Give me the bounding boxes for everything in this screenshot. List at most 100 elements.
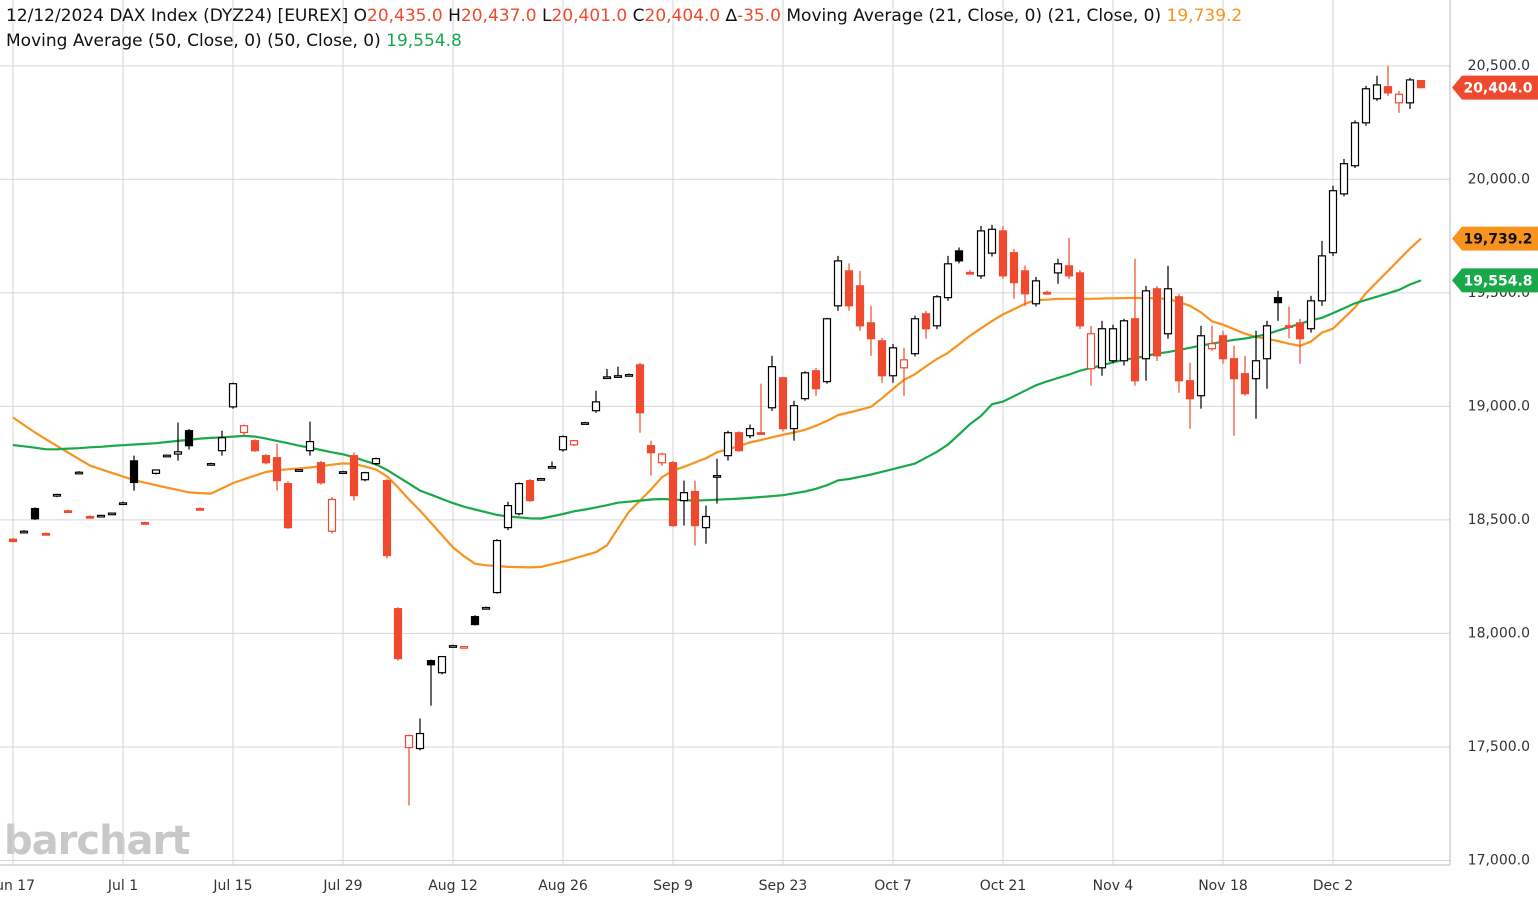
candle-body <box>162 454 172 458</box>
candle-body <box>712 475 722 478</box>
candle-body <box>547 465 557 469</box>
candle-body <box>525 480 535 502</box>
ma50-value: 19,554.8 <box>386 31 462 51</box>
candle-body <box>998 230 1008 277</box>
candle-body <box>811 370 821 390</box>
candle-body <box>360 472 370 481</box>
candle-body <box>679 492 689 502</box>
candle-body <box>1020 270 1030 295</box>
candle-body <box>1064 265 1074 277</box>
candle-body <box>217 437 227 452</box>
ma21-params: (21, Close, 0) <box>1047 6 1162 26</box>
y-tick-label: 18,000.0 <box>1468 625 1530 641</box>
candle-body <box>349 455 359 497</box>
x-tick-label: Sep 23 <box>759 878 808 894</box>
candle-body <box>107 512 117 516</box>
candle-body <box>1207 343 1217 350</box>
candle-body <box>239 425 249 434</box>
candle-body <box>954 250 964 262</box>
candle-body <box>1196 335 1206 397</box>
candle-body <box>668 462 678 527</box>
x-tick-label: Nov 18 <box>1198 878 1248 894</box>
candle-body <box>800 372 810 400</box>
candle-body <box>624 374 634 377</box>
candle-body <box>943 263 953 299</box>
candle-body <box>1086 333 1096 370</box>
candle-body <box>1141 290 1151 360</box>
candle-body <box>382 480 392 557</box>
candle-body <box>437 655 447 674</box>
candle-body <box>1284 325 1294 328</box>
x-tick-label: Jul 1 <box>107 878 138 894</box>
candle-body <box>173 451 183 455</box>
candle-body <box>459 645 469 649</box>
candle-body <box>756 432 766 435</box>
candle-body <box>19 530 29 534</box>
low-key: L <box>542 6 552 26</box>
candle-body <box>976 230 986 277</box>
high-key: H <box>448 6 461 26</box>
candle-body <box>910 318 920 355</box>
candle-body <box>1339 163 1349 195</box>
candle-body <box>63 510 73 514</box>
x-tick-label: Dec 2 <box>1313 878 1353 894</box>
candle-body <box>657 453 667 464</box>
close-value: 20,404.0 <box>644 6 721 26</box>
y-tick-label: 20,500.0 <box>1468 58 1530 74</box>
candle-body <box>52 493 62 497</box>
header-line-1: 12/12/2024 DAX Index (DYZ24) [EUREX] O20… <box>6 4 1242 29</box>
candle-body <box>1163 288 1173 335</box>
moving-average-line <box>12 237 1422 569</box>
candle-body <box>558 435 568 451</box>
candle-body <box>316 462 326 484</box>
x-tick-label: Aug 12 <box>428 878 478 894</box>
x-tick-label: Aug 26 <box>538 878 588 894</box>
candle-body <box>206 463 216 466</box>
candle-body <box>1152 288 1162 357</box>
candle-body <box>1130 318 1140 382</box>
candle-body <box>415 732 425 750</box>
x-tick-label: Jul 29 <box>322 878 362 894</box>
close-key: C <box>632 6 645 26</box>
candle-body <box>866 322 876 340</box>
candle-body <box>921 313 931 330</box>
candle-body <box>767 366 777 409</box>
candle-body <box>591 401 601 412</box>
y-tick-label: 17,500.0 <box>1468 739 1530 755</box>
candle-body <box>250 440 260 452</box>
ma50-name: Moving Average (50, Close, 0) <box>6 31 262 51</box>
overlays <box>12 237 1422 569</box>
candle-body <box>1361 88 1371 124</box>
candle-body <box>305 440 315 452</box>
candle-body <box>580 422 590 425</box>
candle-body <box>503 505 513 529</box>
candles <box>8 65 1426 806</box>
date: 12/12/2024 <box>6 6 104 26</box>
change-key: ∆ <box>725 6 737 26</box>
open-key: O <box>353 6 368 26</box>
candle-body <box>327 498 337 532</box>
low-value: 20,401.0 <box>551 6 628 26</box>
y-tick-label: 19,000.0 <box>1468 398 1530 414</box>
candle-body <box>635 364 645 414</box>
candle-body <box>877 340 887 377</box>
candle-body <box>30 507 40 520</box>
change-value: -35.0 <box>736 6 781 26</box>
high-value: 20,437.0 <box>460 6 537 26</box>
candle-body <box>1174 296 1184 382</box>
candle-body <box>283 482 293 529</box>
candle-body <box>723 432 733 457</box>
candle-body <box>1042 291 1052 295</box>
watermark: barchart <box>4 818 190 864</box>
candle-body <box>261 455 271 464</box>
candle-body <box>1009 252 1019 284</box>
candle-body <box>272 457 282 482</box>
candle-body <box>96 514 106 518</box>
candle-body <box>1295 322 1305 340</box>
price-badge-label: 19,554.8 <box>1463 273 1532 289</box>
candle-body <box>85 515 95 519</box>
candle-body <box>1416 79 1426 89</box>
candle-body <box>41 532 51 536</box>
candle-body <box>470 616 480 626</box>
candle-body <box>613 375 623 378</box>
